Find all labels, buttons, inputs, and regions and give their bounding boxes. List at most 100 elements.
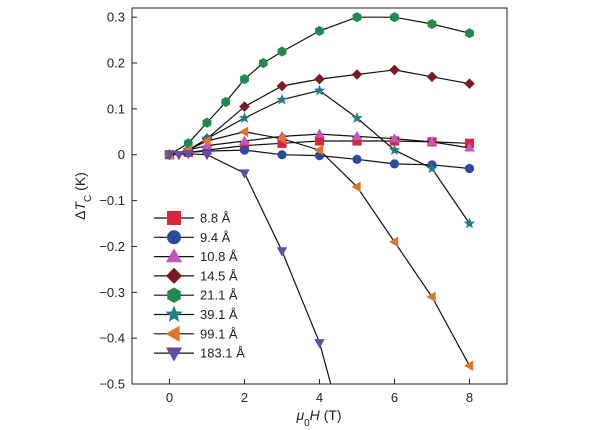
legend-marker: [165, 248, 183, 263]
data-point: [352, 136, 362, 146]
x-tick-label: 8: [466, 390, 473, 405]
data-point: [464, 78, 475, 89]
data-point: [240, 74, 249, 85]
data-point: [464, 163, 475, 174]
legend-label: 99.1 Å: [200, 326, 238, 341]
legend-item: 21.1 Å: [154, 287, 238, 303]
legend-marker: [165, 267, 183, 284]
legend-label: 183.1 Å: [200, 346, 245, 361]
data-point: [352, 154, 362, 164]
legend-item: 10.8 Å: [154, 248, 238, 264]
data-point: [277, 138, 287, 148]
data-point: [258, 58, 268, 69]
y-tick-label: 0.2: [107, 56, 125, 71]
data-point: [389, 133, 400, 143]
series-7: [164, 150, 332, 384]
y-tick-label: −0.4: [99, 331, 125, 346]
data-point: [276, 93, 288, 105]
data-point: [426, 291, 436, 303]
data-point: [464, 142, 475, 152]
data-point: [389, 159, 400, 169]
series-line: [169, 133, 470, 156]
data-point: [427, 19, 437, 30]
series-line: [169, 16, 470, 156]
data-point: [314, 339, 325, 349]
data-point: [314, 144, 324, 156]
x-tick-label: 0: [166, 390, 173, 405]
data-point: [464, 360, 474, 371]
data-point: [426, 71, 438, 83]
data-point: [463, 217, 476, 229]
data-point: [183, 150, 194, 160]
data-point: [313, 84, 326, 96]
series-line: [169, 149, 470, 170]
legend-item: 183.1 Å: [154, 346, 245, 362]
data-point: [277, 46, 287, 57]
legend-item: 8.8 Å: [154, 211, 231, 226]
data-point: [351, 112, 363, 123]
data-point: [351, 69, 363, 80]
data-point: [239, 135, 250, 145]
legend-marker: [167, 211, 181, 225]
legend: 8.8 Å 9.4 Å 10.8 Å 14.5 Å 21.1 Å 39.1 Å 99.1 Å…: [154, 211, 245, 362]
data-point: [276, 247, 288, 257]
data-point: [276, 133, 286, 144]
legend-item: 14.5 Å: [154, 267, 238, 284]
series-layer: [163, 12, 476, 384]
x-tick-label: 2: [241, 390, 248, 405]
y-axis-title: ΔTC (K): [72, 172, 94, 220]
x-axis: 0 2 4 6 8: [166, 379, 473, 405]
x-tick-label: 4: [316, 390, 323, 405]
data-point: [314, 136, 325, 146]
x-axis-title: μ0H (T): [295, 407, 341, 429]
y-tick-label: −0.3: [99, 285, 125, 300]
series-line: [169, 153, 332, 384]
legend-marker: [167, 230, 181, 245]
data-point: [221, 96, 231, 108]
legend-label: 10.8 Å: [200, 249, 238, 264]
data-point: [164, 151, 175, 161]
data-point: [352, 12, 362, 23]
legend-marker: [165, 325, 180, 342]
data-point: [314, 73, 325, 85]
data-point: [351, 130, 363, 141]
series-line: [169, 89, 470, 224]
legend-marker: [167, 287, 181, 303]
y-tick-label: −0.1: [99, 193, 125, 208]
data-point: [390, 12, 399, 23]
data-point: [277, 150, 287, 160]
data-point: [314, 128, 325, 138]
legend-item: 99.1 Å: [154, 325, 238, 342]
data-point: [315, 25, 324, 36]
data-point: [201, 140, 213, 150]
data-point: [202, 117, 212, 128]
legend-marker: [165, 305, 183, 322]
data-point: [389, 236, 399, 248]
data-point: [276, 80, 288, 92]
y-axis: 0.3 0.2 0.1 0 −0.1 −0.2 −0.3 −0.4 −0.5: [99, 10, 137, 392]
y-tick-label: −0.5: [99, 377, 125, 392]
y-tick-label: 0.1: [107, 101, 125, 116]
data-point: [239, 126, 249, 138]
legend-label: 8.8 Å: [200, 211, 231, 226]
legend-item: 39.1 Å: [154, 305, 238, 322]
y-tick-label: 0.3: [107, 10, 125, 25]
legend-label: 39.1 Å: [200, 307, 238, 322]
data-point: [351, 181, 361, 193]
data-point: [239, 169, 250, 179]
data-point: [201, 135, 211, 147]
series-4: [165, 12, 474, 160]
data-point: [173, 151, 185, 161]
data-point: [389, 64, 400, 76]
data-point: [201, 151, 213, 161]
data-point: [239, 145, 250, 155]
data-point: [388, 144, 401, 155]
legend-label: 21.1 Å: [200, 288, 238, 303]
y-tick-label: −0.2: [99, 239, 125, 254]
legend-label: 9.4 Å: [200, 230, 231, 245]
data-point: [239, 101, 250, 112]
data-point: [426, 162, 438, 174]
data-point: [238, 112, 251, 123]
y-tick-label: 0: [118, 147, 125, 162]
